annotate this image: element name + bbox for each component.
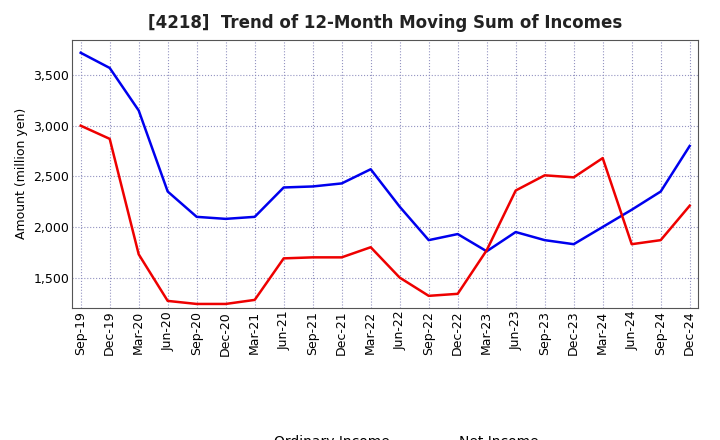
Net Income — [454, 291, 462, 297]
Title: [4218]  Trend of 12-Month Moving Sum of Incomes: [4218] Trend of 12-Month Moving Sum of I… — [148, 15, 622, 33]
Ordinary Income — [395, 204, 404, 209]
Ordinary Income — [338, 181, 346, 186]
Net Income — [221, 301, 230, 307]
Ordinary Income — [511, 229, 520, 235]
Net Income — [598, 155, 607, 161]
Y-axis label: Amount (million yen): Amount (million yen) — [15, 108, 28, 239]
Net Income — [105, 136, 114, 142]
Ordinary Income — [192, 214, 201, 220]
Net Income — [308, 255, 317, 260]
Net Income — [657, 238, 665, 243]
Net Income — [685, 203, 694, 209]
Net Income — [135, 252, 143, 257]
Ordinary Income — [570, 242, 578, 247]
Net Income — [511, 188, 520, 193]
Net Income — [395, 275, 404, 280]
Net Income — [570, 175, 578, 180]
Line: Ordinary Income: Ordinary Income — [81, 53, 690, 251]
Line: Net Income: Net Income — [81, 126, 690, 304]
Net Income — [366, 245, 375, 250]
Ordinary Income — [308, 184, 317, 189]
Ordinary Income — [627, 207, 636, 213]
Ordinary Income — [279, 185, 288, 190]
Net Income — [76, 123, 85, 128]
Ordinary Income — [105, 65, 114, 70]
Ordinary Income — [454, 231, 462, 237]
Ordinary Income — [598, 224, 607, 230]
Net Income — [627, 242, 636, 247]
Net Income — [482, 248, 491, 253]
Ordinary Income — [482, 249, 491, 254]
Ordinary Income — [424, 238, 433, 243]
Net Income — [541, 172, 549, 178]
Ordinary Income — [251, 214, 259, 220]
Ordinary Income — [685, 143, 694, 149]
Ordinary Income — [366, 167, 375, 172]
Net Income — [338, 255, 346, 260]
Net Income — [251, 297, 259, 303]
Legend: Ordinary Income, Net Income: Ordinary Income, Net Income — [225, 428, 545, 440]
Ordinary Income — [541, 238, 549, 243]
Ordinary Income — [221, 216, 230, 221]
Ordinary Income — [135, 108, 143, 113]
Net Income — [424, 293, 433, 298]
Net Income — [192, 301, 201, 307]
Net Income — [163, 298, 172, 304]
Ordinary Income — [163, 189, 172, 194]
Net Income — [279, 256, 288, 261]
Ordinary Income — [657, 189, 665, 194]
Ordinary Income — [76, 50, 85, 55]
